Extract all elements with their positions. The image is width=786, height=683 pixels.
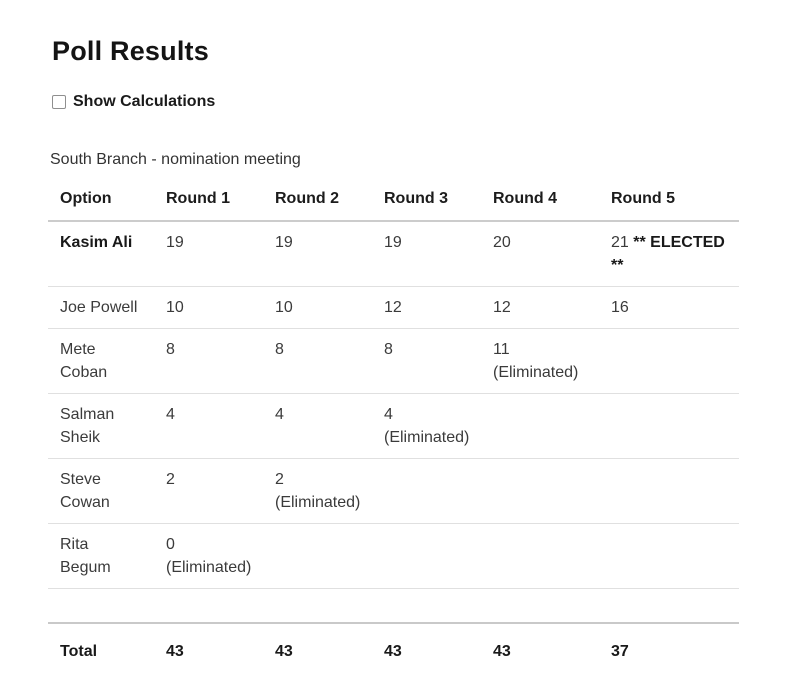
table-row: Rita Begum 0 (Eliminated) <box>48 523 739 590</box>
vote-cell <box>481 523 599 590</box>
eliminated-note: (Eliminated) <box>275 494 361 512</box>
spacer-cell <box>154 588 263 624</box>
vote-cell <box>372 458 481 525</box>
page-title: Poll Results <box>52 36 209 66</box>
eliminated-note: (Eliminated) <box>166 559 252 577</box>
spacer-cell <box>481 588 599 624</box>
table-row: Joe Powell 10 10 12 12 16 <box>48 286 739 330</box>
table-header: Option Round 1 Round 2 Round 3 Round 4 R… <box>48 177 739 223</box>
vote-cell: 8 <box>372 328 481 395</box>
vote-cell <box>599 458 739 525</box>
vote-cell: 12 <box>372 286 481 330</box>
vote-cell <box>481 458 599 525</box>
vote-cell <box>481 393 599 460</box>
header-row: Option Round 1 Round 2 Round 3 Round 4 R… <box>48 177 739 223</box>
vote-cell: 4 <box>154 393 263 460</box>
vote-cell: 10 <box>263 286 372 330</box>
vote-cell: 19 <box>263 221 372 288</box>
spacer-cell <box>48 588 154 624</box>
option-name: Rita Begum <box>48 523 154 590</box>
vote-cell: 8 <box>263 328 372 395</box>
vote-value: 11 <box>493 341 510 359</box>
vote-cell: 21 ** ELECTED ** <box>599 221 739 288</box>
total-label: Total <box>60 642 98 660</box>
header-round-1: Round 1 <box>154 177 263 223</box>
table-row: Steve Cowan 2 2 (Eliminated) <box>48 458 739 525</box>
vote-cell: 4 <box>263 393 372 460</box>
table-row: Kasim Ali 19 19 19 20 21 ** ELECTED ** <box>48 221 739 288</box>
total-value: 43 <box>384 642 402 660</box>
vote-cell: 19 <box>372 221 481 288</box>
header-round-4: Round 4 <box>481 177 599 223</box>
vote-cell: 16 <box>599 286 739 330</box>
vote-value: 2 <box>275 471 284 489</box>
vote-value: 0 <box>166 536 175 554</box>
header-round-5: Round 5 <box>599 177 739 223</box>
vote-cell: 4 (Eliminated) <box>372 393 481 460</box>
vote-cell <box>599 328 739 395</box>
header-round-2: Round 2 <box>263 177 372 223</box>
spacer-row <box>48 588 739 624</box>
total-value: 37 <box>611 642 629 660</box>
vote-cell: 10 <box>154 286 263 330</box>
total-value: 43 <box>275 642 293 660</box>
vote-cell <box>599 393 739 460</box>
vote-cell: 8 <box>154 328 263 395</box>
option-name: Salman Sheik <box>48 393 154 460</box>
table-row: Salman Sheik 4 4 4 (Eliminated) <box>48 393 739 460</box>
show-calculations-control: Show Calculations <box>52 93 740 111</box>
vote-cell: 2 <box>154 458 263 525</box>
elected-badge: ** ELECTED ** <box>611 234 725 275</box>
vote-cell <box>372 523 481 590</box>
vote-cell <box>599 523 739 590</box>
eliminated-note: (Eliminated) <box>384 429 470 447</box>
table-row: Mete Coban 8 8 8 11 (Eliminated) <box>48 328 739 395</box>
spacer-cell <box>372 588 481 624</box>
vote-value: 4 <box>384 406 393 424</box>
spacer-cell <box>263 588 372 624</box>
option-name: Kasim Ali <box>48 221 154 288</box>
vote-cell: 19 <box>154 221 263 288</box>
total-value: 43 <box>493 642 511 660</box>
vote-cell: 20 <box>481 221 599 288</box>
vote-cell: 12 <box>481 286 599 330</box>
eliminated-note: (Eliminated) <box>493 364 579 382</box>
vote-cell <box>263 523 372 590</box>
option-name: Mete Coban <box>48 328 154 395</box>
show-calculations-checkbox[interactable] <box>52 95 66 110</box>
vote-cell: 2 (Eliminated) <box>263 458 372 525</box>
vote-cell: 0 (Eliminated) <box>154 523 263 590</box>
poll-results-table: Option Round 1 Round 2 Round 3 Round 4 R… <box>48 177 739 683</box>
option-name: Steve Cowan <box>48 458 154 525</box>
vote-cell: 11 (Eliminated) <box>481 328 599 395</box>
header-option: Option <box>48 177 154 223</box>
poll-subtitle: South Branch - nomination meeting <box>50 151 301 169</box>
vote-value: 21 <box>611 234 629 252</box>
total-value: 43 <box>166 642 184 660</box>
show-calculations-label[interactable]: Show Calculations <box>73 93 216 111</box>
spacer-cell <box>599 588 739 624</box>
option-name: Joe Powell <box>48 286 154 330</box>
total-row: Total 43 43 43 43 37 <box>48 623 739 683</box>
header-round-3: Round 3 <box>372 177 481 223</box>
